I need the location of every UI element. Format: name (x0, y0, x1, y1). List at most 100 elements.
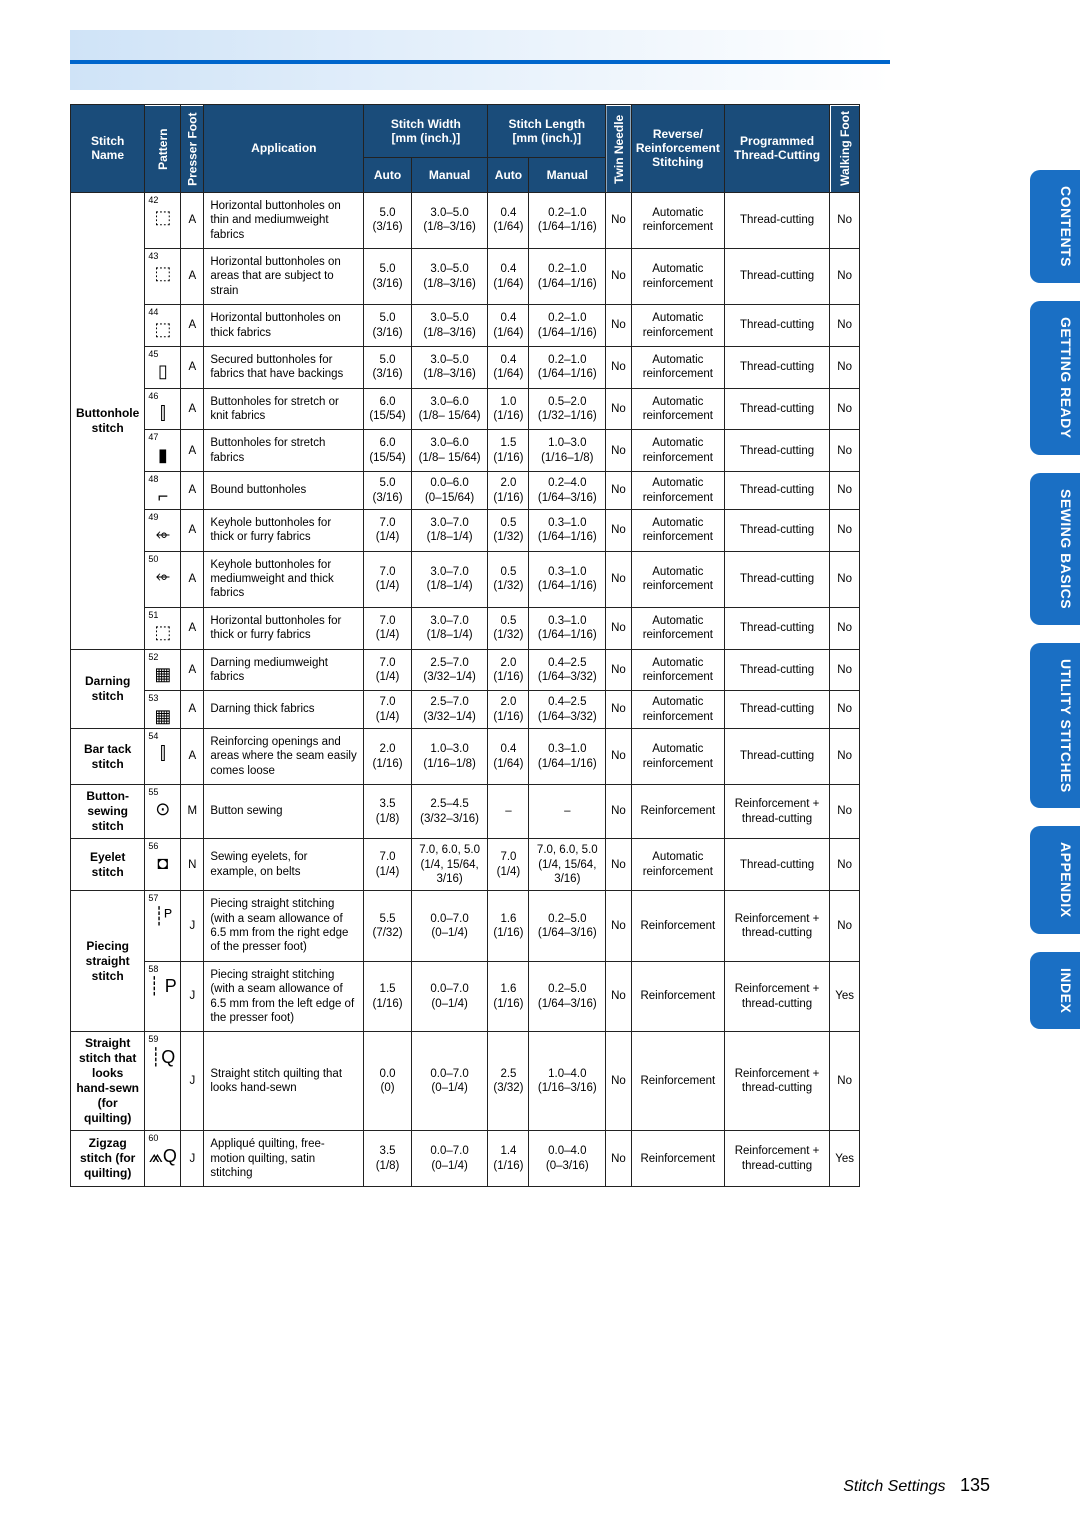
walking-foot-cell: No (830, 729, 860, 785)
col-stitch-width: Stitch Width[mm (inch.)] (364, 105, 488, 158)
stitch-name-cell: Zigzag stitch (for quilting) (71, 1131, 145, 1187)
width-manual-cell: 3.0–6.0(1/8– 15/64) (411, 430, 488, 472)
width-auto-cell: 6.0(15/54) (364, 430, 411, 472)
width-manual-cell: 1.0–3.0(1/16–1/8) (411, 729, 488, 785)
presser-foot-cell: A (181, 729, 204, 785)
table-row: 53▦ADarning thick fabrics7.0(1/4)2.5–7.0… (71, 691, 860, 729)
width-manual-cell: 3.0–5.0(1/8–3/16) (411, 249, 488, 305)
application-cell: Sewing eyelets, for example, on belts (204, 839, 364, 891)
stitch-name-cell: Buttonhole stitch (71, 192, 145, 649)
length-auto-cell: 0.5(1/32) (488, 509, 529, 551)
reverse-cell: Reinforcement (631, 785, 724, 839)
length-auto-cell: 0.4(1/64) (488, 249, 529, 305)
width-auto-cell: 7.0(1/4) (364, 839, 411, 891)
col-application: Application (204, 105, 364, 193)
stitch-name-cell: Button-sewing stitch (71, 785, 145, 839)
stitch-name-cell: Piecing straight stitch (71, 891, 145, 1032)
side-tab[interactable]: APPENDIX (1030, 826, 1080, 934)
walking-foot-cell: No (830, 839, 860, 891)
table-row: 43⬚AHorizontal buttonholes on areas that… (71, 249, 860, 305)
pattern-cell: 45▯ (145, 346, 181, 388)
length-manual-cell: 0.4–2.5(1/64–3/32) (529, 649, 606, 691)
col-reverse: Reverse/ReinforcementStitching (631, 105, 724, 193)
width-manual-cell: 3.0–5.0(1/8–3/16) (411, 305, 488, 347)
reverse-cell: Automaticreinforcement (631, 839, 724, 891)
length-auto-cell: 0.5(1/32) (488, 551, 529, 607)
table-row: 44⬚AHorizontal buttonholes on thick fabr… (71, 305, 860, 347)
width-auto-cell: 5.0(3/16) (364, 472, 411, 510)
width-manual-cell: 3.0–6.0(1/8– 15/64) (411, 388, 488, 430)
pattern-cell: 44⬚ (145, 305, 181, 347)
twin-needle-cell: No (606, 249, 632, 305)
pattern-cell: 60⩕Q (145, 1131, 181, 1187)
col-length-auto: Auto (488, 157, 529, 192)
table-row: Piecing straight stitch57┊ᴾJPiecing stra… (71, 891, 860, 962)
width-manual-cell: 7.0, 6.0, 5.0 (1/4, 15/64, 3/16) (411, 839, 488, 891)
application-cell: Horizontal buttonholes on thick fabrics (204, 305, 364, 347)
length-auto-cell: 1.6(1/16) (488, 961, 529, 1032)
programmed-cell: Thread-cutting (724, 192, 829, 248)
length-auto-cell: 2.0(1/16) (488, 472, 529, 510)
programmed-cell: Thread-cutting (724, 839, 829, 891)
col-programmed: ProgrammedThread-Cutting (724, 105, 829, 193)
width-manual-cell: 3.0–5.0(1/8–3/16) (411, 346, 488, 388)
programmed-cell: Thread-cutting (724, 551, 829, 607)
table-row: 50⬰AKeyhole buttonholes for mediumweight… (71, 551, 860, 607)
pattern-cell: 47▮ (145, 430, 181, 472)
pattern-cell: 51⬚ (145, 607, 181, 649)
side-tab[interactable]: GETTING READY (1030, 301, 1080, 455)
side-tab[interactable]: INDEX (1030, 952, 1080, 1029)
walking-foot-cell: No (830, 346, 860, 388)
reverse-cell: Automaticreinforcement (631, 551, 724, 607)
stitch-name-cell: Darning stitch (71, 649, 145, 729)
pattern-cell: 58┊ P (145, 961, 181, 1032)
side-tabs: CONTENTS GETTING READY SEWING BASICS UTILIT… (1030, 170, 1080, 1029)
presser-foot-cell: A (181, 509, 204, 551)
col-twin-needle: Twin Needle (606, 105, 632, 193)
walking-foot-cell: No (830, 192, 860, 248)
length-manual-cell: 0.4–2.5(1/64–3/32) (529, 691, 606, 729)
application-cell: Appliqué quilting, free-motion quilting,… (204, 1131, 364, 1187)
programmed-cell: Thread-cutting (724, 509, 829, 551)
pattern-cell: 52▦ (145, 649, 181, 691)
programmed-cell: Thread-cutting (724, 430, 829, 472)
col-length-manual: Manual (529, 157, 606, 192)
side-tab[interactable]: SEWING BASICS (1030, 473, 1080, 625)
walking-foot-cell: No (830, 472, 860, 510)
side-tab[interactable]: UTILITY STITCHES (1030, 643, 1080, 809)
walking-foot-cell: No (830, 509, 860, 551)
table-row: 58┊ PJPiecing straight stitching (with a… (71, 961, 860, 1032)
length-manual-cell: 1.0–4.0(1/16–3/16) (529, 1032, 606, 1131)
twin-needle-cell: No (606, 839, 632, 891)
presser-foot-cell: A (181, 472, 204, 510)
side-tab[interactable]: CONTENTS (1030, 170, 1080, 283)
reverse-cell: Automaticreinforcement (631, 607, 724, 649)
programmed-cell: Reinforcement + thread-cutting (724, 891, 829, 962)
reverse-cell: Automaticreinforcement (631, 729, 724, 785)
reverse-cell: Automaticreinforcement (631, 346, 724, 388)
pattern-cell: 49⬰ (145, 509, 181, 551)
walking-foot-cell: No (830, 785, 860, 839)
width-auto-cell: 0.0(0) (364, 1032, 411, 1131)
width-manual-cell: 0.0–7.0(0–1/4) (411, 1032, 488, 1131)
width-auto-cell: 3.5(1/8) (364, 1131, 411, 1187)
twin-needle-cell: No (606, 430, 632, 472)
length-manual-cell: 0.3–1.0(1/64–1/16) (529, 729, 606, 785)
length-auto-cell: 2.5(3/32) (488, 1032, 529, 1131)
pattern-cell: 59┊Q (145, 1032, 181, 1131)
application-cell: Secured buttonholes for fabrics that hav… (204, 346, 364, 388)
length-auto-cell: 0.4(1/64) (488, 346, 529, 388)
application-cell: Buttonholes for stretch fabrics (204, 430, 364, 472)
width-manual-cell: 3.0–7.0(1/8–1/4) (411, 607, 488, 649)
length-manual-cell: 0.5–2.0(1/32–1/16) (529, 388, 606, 430)
width-auto-cell: 7.0(1/4) (364, 649, 411, 691)
length-manual-cell: 0.2–5.0(1/64–3/16) (529, 961, 606, 1032)
width-manual-cell: 2.5–4.5(3/32–3/16) (411, 785, 488, 839)
width-auto-cell: 7.0(1/4) (364, 509, 411, 551)
walking-foot-cell: No (830, 249, 860, 305)
presser-foot-cell: J (181, 1131, 204, 1187)
twin-needle-cell: No (606, 891, 632, 962)
programmed-cell: Reinforcement + thread-cutting (724, 785, 829, 839)
length-manual-cell: 0.2–1.0(1/64–1/16) (529, 346, 606, 388)
application-cell: Horizontal buttonholes on areas that are… (204, 249, 364, 305)
